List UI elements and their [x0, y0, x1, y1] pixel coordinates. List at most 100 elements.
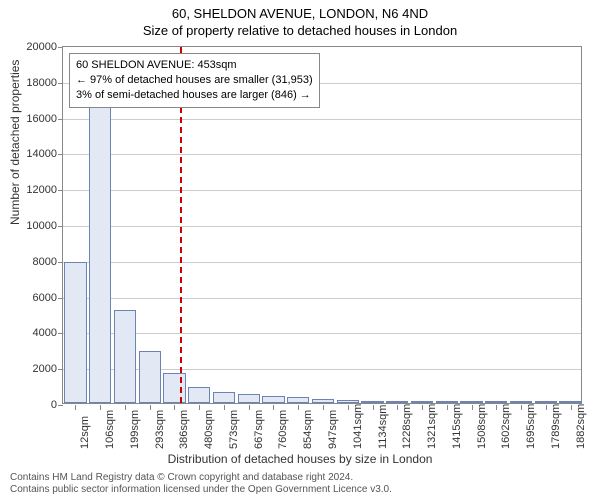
- xtick-mark: [521, 405, 522, 410]
- footer-line-1: Contains HM Land Registry data © Crown c…: [10, 472, 392, 484]
- ytick-label: 4000: [7, 327, 57, 339]
- xtick-mark: [373, 405, 374, 410]
- ytick-label: 16000: [7, 113, 57, 125]
- xtick-mark: [397, 405, 398, 410]
- xtick-mark: [298, 405, 299, 410]
- histogram-bar: [262, 396, 284, 403]
- annotation-line-3: 3% of semi-detached houses are larger (8…: [76, 88, 313, 103]
- plot-area: 0200040006000800010000120001400016000180…: [62, 46, 582, 404]
- xtick-mark: [100, 405, 101, 410]
- xtick-label: 1041sqm: [352, 404, 364, 449]
- histogram-bar: [213, 392, 235, 403]
- histogram-bar: [238, 394, 260, 403]
- footer-line-2: Contains public sector information licen…: [10, 484, 392, 496]
- xtick-label: 1321sqm: [426, 404, 438, 449]
- ytick-mark: [58, 226, 63, 227]
- xtick-label: 199sqm: [129, 410, 141, 449]
- histogram-bar: [460, 401, 482, 403]
- xtick-label: 1228sqm: [401, 404, 413, 449]
- ytick-mark: [58, 47, 63, 48]
- xtick-label: 1789sqm: [550, 404, 562, 449]
- xtick-label: 1602sqm: [500, 404, 512, 449]
- xtick-mark: [199, 405, 200, 410]
- histogram-bar: [287, 397, 309, 403]
- ytick-label: 18000: [7, 77, 57, 89]
- x-axis-label: Distribution of detached houses by size …: [0, 452, 600, 466]
- chart-container: 60, SHELDON AVENUE, LONDON, N6 4ND Size …: [0, 0, 600, 500]
- ytick-mark: [58, 369, 63, 370]
- histogram-bar: [337, 400, 359, 403]
- histogram-bar: [559, 401, 581, 403]
- gridline-h: [63, 262, 581, 263]
- xtick-label: 1882sqm: [575, 404, 587, 449]
- xtick-mark: [546, 405, 547, 410]
- ytick-mark: [58, 83, 63, 84]
- ytick-label: 2000: [7, 363, 57, 375]
- annotation-line-1: 60 SHELDON AVENUE: 453sqm: [76, 58, 313, 73]
- ytick-mark: [58, 262, 63, 263]
- histogram-bar: [139, 351, 161, 403]
- xtick-mark: [273, 405, 274, 410]
- gridline-h: [63, 226, 581, 227]
- histogram-bar: [485, 401, 507, 403]
- xtick-mark: [224, 405, 225, 410]
- xtick-label: 386sqm: [178, 410, 190, 449]
- xtick-mark: [249, 405, 250, 410]
- xtick-mark: [571, 405, 572, 410]
- xtick-label: 293sqm: [154, 410, 166, 449]
- chart-title-main: 60, SHELDON AVENUE, LONDON, N6 4ND: [0, 0, 600, 21]
- xtick-mark: [472, 405, 473, 410]
- gridline-h: [63, 333, 581, 334]
- histogram-bar: [188, 387, 210, 403]
- histogram-bar: [89, 106, 111, 403]
- xtick-label: 480sqm: [203, 410, 215, 449]
- ytick-label: 8000: [7, 256, 57, 268]
- histogram-bar: [361, 401, 383, 403]
- xtick-mark: [496, 405, 497, 410]
- xtick-label: 12sqm: [79, 416, 91, 449]
- xtick-mark: [323, 405, 324, 410]
- xtick-label: 760sqm: [277, 410, 289, 449]
- footer-attribution: Contains HM Land Registry data © Crown c…: [10, 472, 392, 496]
- xtick-label: 854sqm: [302, 410, 314, 449]
- ytick-label: 12000: [7, 184, 57, 196]
- histogram-bar: [510, 401, 532, 403]
- histogram-bar: [436, 401, 458, 403]
- gridline-h: [63, 190, 581, 191]
- xtick-label: 106sqm: [104, 410, 116, 449]
- ytick-label: 10000: [7, 220, 57, 232]
- xtick-mark: [150, 405, 151, 410]
- ytick-label: 6000: [7, 292, 57, 304]
- gridline-h: [63, 154, 581, 155]
- xtick-mark: [348, 405, 349, 410]
- xtick-label: 1134sqm: [377, 405, 389, 449]
- histogram-bar: [535, 401, 557, 403]
- ytick-label: 14000: [7, 148, 57, 160]
- xtick-mark: [422, 405, 423, 410]
- ytick-mark: [58, 333, 63, 334]
- xtick-label: 1508sqm: [476, 404, 488, 449]
- gridline-h: [63, 119, 581, 120]
- xtick-mark: [447, 405, 448, 410]
- xtick-mark: [75, 405, 76, 410]
- ytick-label: 20000: [7, 41, 57, 53]
- histogram-bar: [114, 310, 136, 403]
- chart-title-sub: Size of property relative to detached ho…: [0, 21, 600, 38]
- histogram-bar: [312, 399, 334, 403]
- ytick-mark: [58, 298, 63, 299]
- gridline-h: [63, 298, 581, 299]
- histogram-bar: [411, 401, 433, 403]
- histogram-bar: [386, 401, 408, 403]
- ytick-mark: [58, 190, 63, 191]
- xtick-mark: [125, 405, 126, 410]
- xtick-mark: [174, 405, 175, 410]
- ytick-label: 0: [7, 399, 57, 411]
- histogram-bar: [64, 262, 86, 403]
- ytick-mark: [58, 119, 63, 120]
- xtick-label: 947sqm: [327, 410, 339, 449]
- chart-region: 0200040006000800010000120001400016000180…: [62, 46, 582, 404]
- xtick-label: 1695sqm: [525, 404, 537, 449]
- ytick-mark: [58, 405, 63, 406]
- xtick-label: 667sqm: [253, 410, 265, 449]
- histogram-bar: [163, 373, 185, 403]
